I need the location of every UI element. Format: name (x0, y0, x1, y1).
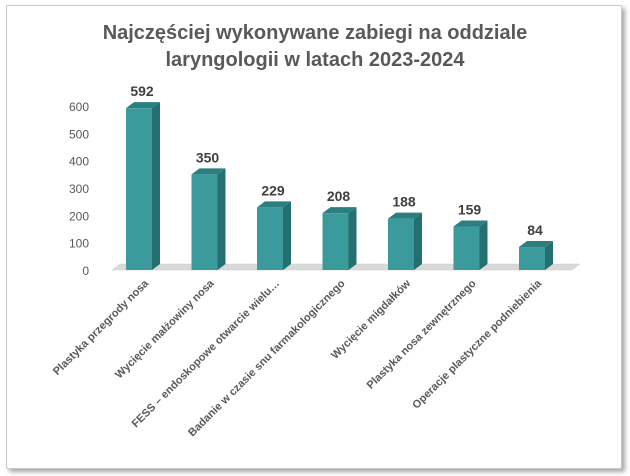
bar-side (283, 201, 291, 270)
chart-title-line-1: Najczęściej wykonywane zabiegi na oddzia… (102, 22, 528, 44)
bar-top (388, 212, 422, 219)
category-label: Operacje plastyczne podniebienia (410, 277, 544, 411)
bar-top (519, 241, 553, 248)
bar-front (453, 226, 480, 270)
bar-front (388, 218, 414, 270)
bar-front (322, 213, 349, 270)
data-label: 229 (261, 182, 285, 198)
data-label: 84 (527, 222, 543, 238)
bar-front (191, 174, 218, 270)
y-tick-label: 0 (82, 264, 89, 278)
data-label: 188 (392, 194, 416, 210)
chart-frame (6, 5, 622, 469)
bar-front (126, 108, 152, 270)
category-label: FESS – endoskopowe otwarcie wielu… (130, 278, 282, 430)
bar-side (545, 241, 553, 270)
y-tick-label: 600 (69, 100, 89, 114)
bar-side (348, 207, 357, 270)
bar-top (257, 201, 291, 208)
y-tick-label: 400 (69, 155, 89, 169)
bar (519, 241, 553, 270)
bar-side (152, 102, 160, 270)
bar-top (191, 168, 226, 175)
bar-front (257, 207, 283, 270)
bar-top (453, 220, 488, 227)
data-label: 592 (130, 83, 154, 99)
bar-side (414, 212, 422, 270)
bar (453, 220, 488, 270)
data-label: 159 (458, 202, 482, 218)
category-label: Plastyka nosa zewnętrznego (365, 277, 479, 391)
y-tick-label: 200 (69, 209, 89, 223)
y-tick-label: 300 (69, 182, 89, 196)
y-tick-label: 100 (69, 237, 89, 251)
bar-top (126, 102, 160, 109)
chart-title: Najczęściej wykonywane zabiegi na oddzia… (0, 20, 630, 74)
bar (388, 212, 422, 270)
bar (257, 201, 291, 270)
category-label: Badanie w czasie snu farmakologicznego (186, 277, 348, 439)
bar-side (217, 168, 226, 270)
chart-title-line-2: laryngologii w latach 2023-2024 (165, 49, 465, 71)
bar-front (519, 247, 545, 270)
bar-top (322, 207, 357, 214)
bar (126, 102, 160, 270)
data-label: 208 (327, 188, 351, 204)
bar (191, 168, 226, 270)
y-tick-label: 500 (69, 127, 89, 141)
bar-side (479, 220, 488, 270)
data-label: 350 (196, 149, 220, 165)
bar (322, 207, 357, 270)
